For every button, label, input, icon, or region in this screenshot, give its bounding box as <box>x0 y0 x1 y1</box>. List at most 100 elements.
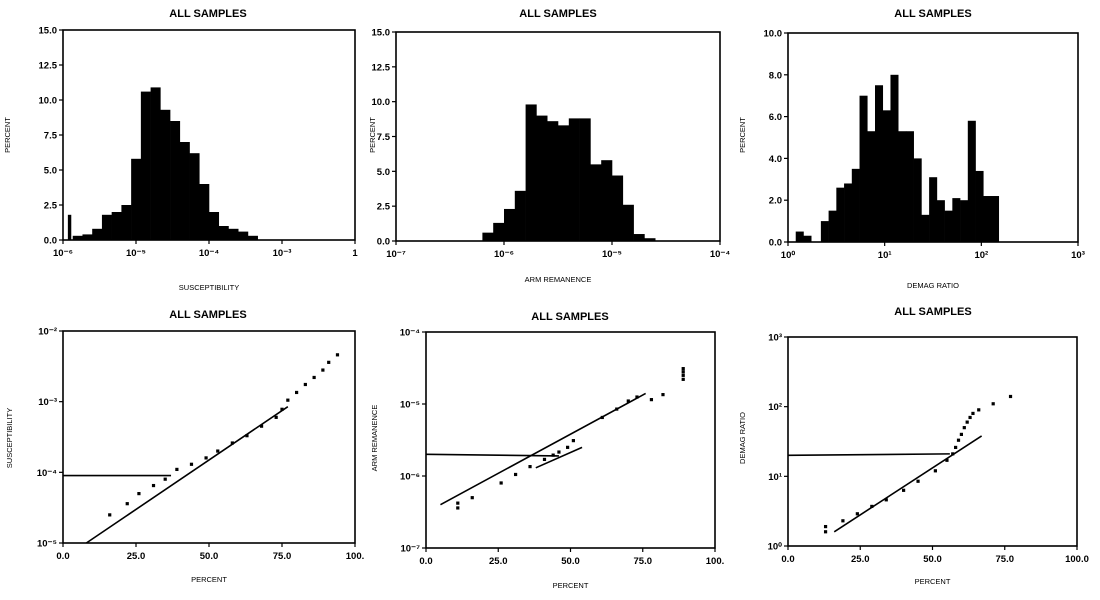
histogram-susceptibility-chart: 10⁻⁶ 10⁻⁵ 10⁻⁴ 10⁻³ 10.02.55.07.510.012.515.… <box>3 8 358 292</box>
y-tick-label: 10.0 <box>372 97 391 108</box>
data-point <box>571 439 575 443</box>
x-tick-label: 10⁻⁴ <box>710 249 731 260</box>
y-tick-label: 0.0 <box>377 237 390 248</box>
fit-line <box>440 392 647 506</box>
histogram-bar <box>140 91 151 240</box>
y-tick-label: 10² <box>768 402 782 413</box>
histogram-bar <box>536 115 548 241</box>
y-tick-label: 10⁻⁶ <box>400 472 420 483</box>
y-tick-label: 10⁻⁷ <box>400 544 420 555</box>
y-tick-label: 7.5 <box>44 131 58 142</box>
data-point <box>456 506 460 510</box>
y-axis-label: PERCENT <box>738 117 747 153</box>
histogram-bar <box>568 118 580 241</box>
data-point <box>681 367 685 371</box>
plot-frame <box>62 330 356 544</box>
fit-line <box>535 446 583 469</box>
y-tick-label: 10⁻² <box>38 327 57 338</box>
histogram-bar <box>851 168 860 242</box>
histogram-bar <box>898 131 907 242</box>
histogram-bar <box>121 205 132 240</box>
histogram-susceptibility-panel: 10⁻⁶ 10⁻⁵ 10⁻⁴ 10⁻³ 1 0.0 2.5 5.0 7.5 10.0 12.5 15.… <box>0 0 365 298</box>
data-point <box>456 501 460 505</box>
data-point <box>163 477 167 481</box>
probability-susceptibility-panel: 0.0 25.0 50.0 75.0 100. 10⁻⁵ 10⁻⁴ 10⁻³ 10⁻² ALL S… <box>0 298 365 600</box>
histogram-demag-ratio-chart: 10⁰ 10¹ 10² 10³ 0.0 2.0 4.0 6.0 8.0 10.0 ALL SAMPL… <box>738 8 1085 290</box>
histogram-bar <box>803 235 812 242</box>
probability-demag-ratio-panel: 0.0 25.0 50.0 75.0 100.0 10⁰ 10¹ 10² 10³ ALL SAMP… <box>735 298 1100 600</box>
histogram-bar <box>179 142 190 240</box>
histogram-bar <box>199 184 210 240</box>
plot-frame <box>787 32 1079 243</box>
data-point <box>649 398 654 402</box>
y-tick-label: 5.0 <box>44 166 57 177</box>
data-point <box>175 467 179 472</box>
y-tick-label: 10³ <box>768 333 782 344</box>
histogram-bar <box>952 198 961 242</box>
histogram-bar <box>633 234 645 241</box>
data-point <box>954 445 958 450</box>
x-tick-label: 100.0 <box>1065 554 1089 565</box>
x-axis-label: PERCENT <box>553 581 589 590</box>
histogram-bar <box>493 222 505 241</box>
histogram-bar <box>514 190 526 241</box>
fit-line <box>787 453 950 457</box>
y-axis-label: PERCENT <box>3 117 12 153</box>
y-tick-label: 6.0 <box>769 112 782 123</box>
x-tick-label: 10⁻⁶ <box>494 249 514 260</box>
data-point <box>965 420 969 424</box>
histogram-bar <box>160 109 171 240</box>
x-tick-label: 10³ <box>1071 250 1085 261</box>
x-tick-label: 10⁻³ <box>273 248 292 259</box>
data-point <box>933 469 937 473</box>
histogram-bar <box>209 212 220 240</box>
fit-line <box>85 405 289 544</box>
y-tick-label: 2.5 <box>44 201 58 212</box>
histogram-bar <box>859 95 868 242</box>
data-point <box>959 432 963 436</box>
data-point <box>470 496 474 500</box>
histogram-bar <box>882 110 891 242</box>
y-tick-label: 4.0 <box>769 154 782 165</box>
histogram-bar <box>905 131 914 242</box>
data-point <box>971 411 975 416</box>
histogram-bar <box>975 170 984 242</box>
histogram-bar <box>936 200 945 242</box>
y-tick-label: 5.0 <box>377 167 390 178</box>
x-tick-label: 10⁻⁴ <box>199 248 220 259</box>
data-point <box>945 458 949 462</box>
histogram-bar <box>844 183 853 242</box>
x-tick-label: 50.0 <box>923 554 942 565</box>
histogram-bar <box>189 153 200 240</box>
data-point <box>681 370 685 374</box>
x-axis-label: PERCENT <box>191 575 227 584</box>
histogram-bar <box>612 175 624 241</box>
histogram-bar <box>590 164 602 241</box>
histogram-bar <box>525 104 537 241</box>
y-tick-label: 2.0 <box>769 196 782 207</box>
data-point <box>108 513 112 517</box>
histogram-bar <box>983 196 992 242</box>
data-point <box>681 373 685 377</box>
x-tick-label: 75.0 <box>634 556 653 567</box>
histogram-bar <box>913 158 922 242</box>
x-tick-label: 10¹ <box>878 250 892 261</box>
histogram-bar <box>622 204 634 241</box>
histogram-bar <box>929 177 938 242</box>
data-point <box>1008 394 1013 399</box>
data-point <box>312 375 316 380</box>
data-point <box>870 504 874 509</box>
y-tick-label: 12.5 <box>372 62 391 73</box>
data-point <box>823 524 828 529</box>
x-tick-label: 25.0 <box>127 551 146 562</box>
chart-title: ALL SAMPLES <box>894 8 971 20</box>
data-point <box>245 434 249 438</box>
y-tick-label: 10⁻⁴ <box>37 468 58 479</box>
data-point <box>499 481 503 485</box>
x-tick-label: 50.0 <box>200 551 219 562</box>
data-point <box>635 395 639 399</box>
fit-line <box>425 453 559 457</box>
y-tick-label: 12.5 <box>39 61 58 72</box>
plot-frame <box>425 331 716 549</box>
x-tick-label: 10² <box>974 250 988 261</box>
